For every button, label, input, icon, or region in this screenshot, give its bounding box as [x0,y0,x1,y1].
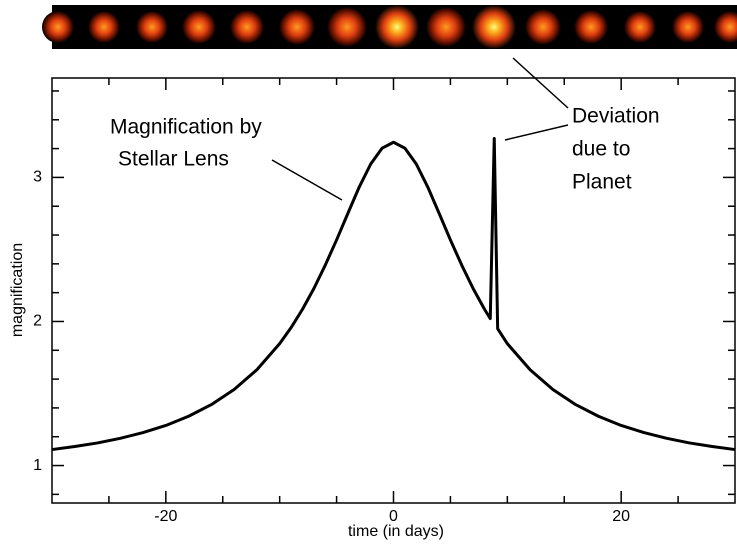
star-image-strip [42,5,737,49]
y-tick-label: 2 [33,313,42,330]
annotation-leader [271,159,343,201]
y-tick-label: 1 [33,457,42,474]
annotation: Stellar Lens [118,148,229,171]
annotation: Magnification by [110,116,262,139]
annotation: Planet [572,171,632,194]
y-tick-label: 3 [33,169,42,186]
x-tick-label: 20 [612,508,630,525]
annotation: due to [572,138,630,161]
y-axis-label: magnification [9,243,26,337]
light-curve [51,137,736,452]
strip-leader [512,57,569,109]
annotation-leader [504,124,569,141]
x-axis-label: time (in days) [348,523,444,540]
x-tick-label: 0 [389,508,398,525]
x-tick-label: -20 [154,508,177,525]
annotation: Deviation [572,105,660,128]
